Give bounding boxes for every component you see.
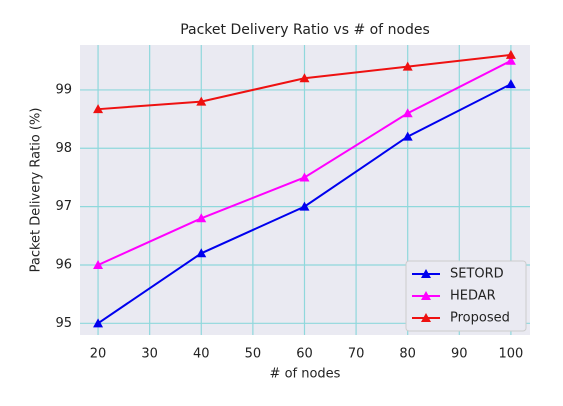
marker [93,259,104,269]
y-tick-label: 96 [55,257,72,272]
marker [196,248,207,258]
legend-marker [421,269,431,278]
marker [196,96,207,106]
x-tick-label: 70 [348,347,365,362]
x-tick-label: 100 [498,347,523,362]
marker [196,213,207,223]
x-tick-label: 30 [141,347,158,362]
legend-marker [421,313,431,322]
legend-label: SETORD [450,267,504,282]
marker [299,73,310,83]
x-tick-label: 90 [451,347,468,362]
marker [93,318,104,328]
y-tick-label: 97 [55,199,72,214]
x-tick-label: 20 [90,347,107,362]
marker [402,131,413,141]
legend-box [405,260,527,332]
x-tick-label: 40 [193,347,210,362]
x-tick-label: 60 [296,347,313,362]
chart-title: Packet Delivery Ratio vs # of nodes [180,22,430,38]
marker [93,104,104,114]
legend-label: HEDAR [450,289,496,304]
x-tick-label: 50 [245,347,262,362]
marker [402,61,413,71]
marker [505,79,516,89]
x-tick-label: 80 [399,347,416,362]
legend-marker [421,291,431,300]
marker [299,201,310,211]
y-tick-label: 98 [55,141,72,156]
x-axis-label: # of nodes [270,367,341,382]
y-tick-label: 99 [55,82,72,97]
marker [299,172,310,182]
legend-label: Proposed [450,311,510,326]
y-axis-label: Packet Delivery Ratio (%) [29,108,44,273]
marker [505,55,516,65]
marker [402,108,413,118]
y-tick-label: 95 [55,316,72,331]
marker [505,49,516,59]
